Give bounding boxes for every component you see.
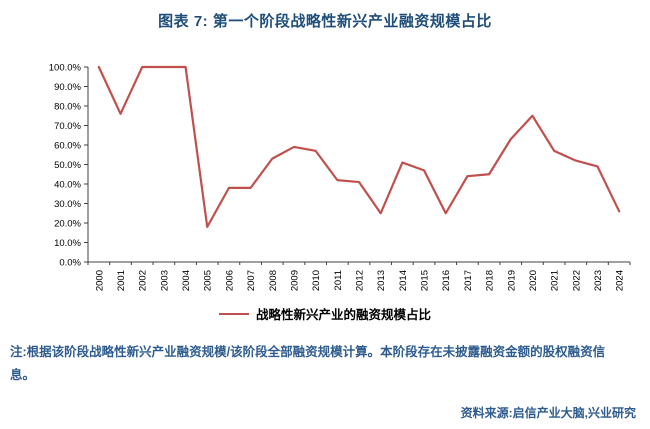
legend-line-marker bbox=[218, 312, 249, 315]
x-axis-tick-label: 2000 bbox=[94, 270, 105, 291]
x-axis-tick-label: 2001 bbox=[116, 270, 127, 291]
x-axis-tick-label: 2012 bbox=[355, 270, 366, 291]
y-axis-tick-label: 0.0% bbox=[59, 258, 81, 269]
y-axis-tick-label: 80.0% bbox=[54, 102, 81, 113]
chart-title: 图表 7: 第一个阶段战略性新兴产业融资规模占比 bbox=[158, 13, 492, 30]
x-axis-tick-label: 2006 bbox=[224, 270, 235, 291]
source-text: 资料来源:启信产业大脑,兴业研究 bbox=[460, 406, 636, 420]
series-line bbox=[97, 65, 621, 228]
x-axis-tick-label: 2015 bbox=[420, 270, 431, 291]
y-axis-tick-label: 10.0% bbox=[54, 238, 81, 249]
x-axis-tick-label: 2005 bbox=[203, 270, 214, 291]
x-axis-tick-label: 2023 bbox=[593, 270, 604, 291]
x-axis-tick-label: 2019 bbox=[506, 270, 517, 291]
x-axis-tick-label: 2011 bbox=[333, 270, 344, 290]
y-axis-tick-label: 40.0% bbox=[54, 180, 81, 191]
y-axis-tick-label: 90.0% bbox=[54, 82, 81, 93]
y-axis-tick-label: 60.0% bbox=[54, 141, 81, 152]
y-axis-tick-label: 100.0% bbox=[49, 63, 82, 74]
x-axis-tick-label: 2009 bbox=[289, 270, 300, 291]
x-axis-tick-label: 2014 bbox=[398, 270, 409, 291]
x-axis-tick-label: 2013 bbox=[376, 270, 387, 291]
x-axis-tick-label: 2003 bbox=[159, 270, 170, 291]
y-axis-tick-label: 30.0% bbox=[54, 199, 81, 210]
x-axis-tick-label: 2016 bbox=[441, 270, 452, 291]
x-axis-tick-label: 2007 bbox=[246, 270, 257, 291]
line-chart-canvas: 0.0% 10.0% 20.0% 30.0% 40.0% 50.0% 60.0% 70.0% 8… bbox=[49, 63, 631, 291]
chart-legend: 战略性新兴产业的融资规模占比 bbox=[0, 304, 650, 323]
note-text: 注:根据该阶段战略性新兴产业融资规模/该阶段全部融资规模计算。本阶段存在未披露融… bbox=[10, 345, 606, 382]
y-axis-tick-label: 20.0% bbox=[54, 219, 81, 230]
x-axis-tick-label: 2017 bbox=[463, 270, 474, 291]
y-axis-tick-label: 50.0% bbox=[54, 160, 81, 171]
y-axis-tick-label: 70.0% bbox=[54, 121, 81, 132]
x-axis-tick-label: 2010 bbox=[311, 270, 322, 291]
x-axis-tick-label: 2008 bbox=[268, 270, 279, 291]
x-axis-tick-label: 2021 bbox=[550, 270, 561, 291]
legend-label: 战略性新兴产业的融资规模占比 bbox=[255, 308, 431, 322]
x-axis-tick-label: 2004 bbox=[181, 270, 192, 291]
x-axis-tick-label: 2020 bbox=[528, 270, 539, 291]
x-axis-tick-label: 2002 bbox=[138, 270, 149, 291]
x-axis-tick-label: 2018 bbox=[485, 270, 496, 291]
x-axis-tick-label: 2022 bbox=[571, 270, 582, 291]
x-axis-tick-label: 2024 bbox=[615, 270, 626, 291]
